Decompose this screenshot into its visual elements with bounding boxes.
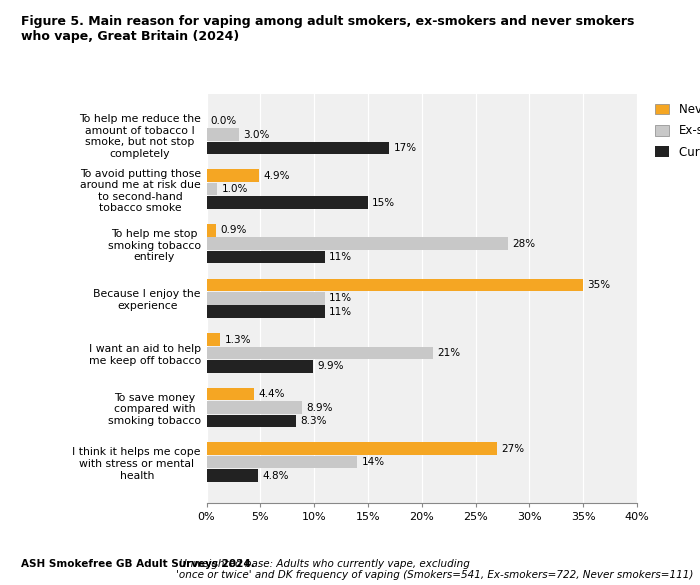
Bar <box>206 170 259 182</box>
Text: 1.0%: 1.0% <box>222 184 248 194</box>
Text: 0.0%: 0.0% <box>211 116 237 126</box>
Text: 11%: 11% <box>329 293 352 304</box>
Text: 4.8%: 4.8% <box>262 470 289 480</box>
Legend: Never smokers, Ex-smokers, Current smokers: Never smokers, Ex-smokers, Current smoke… <box>652 99 700 162</box>
Bar <box>206 183 217 195</box>
Bar <box>206 442 497 455</box>
Text: 4.9%: 4.9% <box>263 171 290 181</box>
Bar <box>206 292 325 305</box>
Text: 4.4%: 4.4% <box>258 389 285 399</box>
Bar <box>206 305 325 318</box>
Text: 27%: 27% <box>501 444 524 454</box>
Bar <box>206 251 325 263</box>
Text: 11%: 11% <box>329 252 352 262</box>
Bar <box>206 333 220 346</box>
Text: ASH Smokefree GB Adult Surveys 2024.: ASH Smokefree GB Adult Surveys 2024. <box>21 559 255 569</box>
Text: 17%: 17% <box>394 143 417 153</box>
Bar <box>206 224 216 237</box>
Text: 9.9%: 9.9% <box>317 362 344 371</box>
Bar <box>206 401 302 414</box>
Text: Unweighted base: Adults who currently vape, excluding
'once or twice' and DK fre: Unweighted base: Adults who currently va… <box>176 559 694 580</box>
Text: 0.9%: 0.9% <box>220 225 247 235</box>
Text: Figure 5. Main reason for vaping among adult smokers, ex-smokers and never smoke: Figure 5. Main reason for vaping among a… <box>21 15 634 43</box>
Bar <box>206 388 254 401</box>
Bar <box>206 142 389 154</box>
Bar <box>206 415 296 427</box>
Bar <box>206 469 258 482</box>
Text: 1.3%: 1.3% <box>225 335 251 345</box>
Text: 28%: 28% <box>512 239 536 249</box>
Bar <box>206 347 433 359</box>
Bar <box>206 278 583 291</box>
Bar <box>206 238 508 250</box>
Bar <box>206 196 368 209</box>
Text: 35%: 35% <box>587 280 610 290</box>
Text: 14%: 14% <box>361 457 384 467</box>
Text: 3.0%: 3.0% <box>243 129 270 140</box>
Bar <box>206 456 357 469</box>
Bar <box>206 128 239 141</box>
Text: 15%: 15% <box>372 198 396 208</box>
Text: 8.3%: 8.3% <box>300 416 327 426</box>
Bar <box>206 360 313 373</box>
Text: 8.9%: 8.9% <box>307 402 333 412</box>
Text: 11%: 11% <box>329 307 352 316</box>
Text: 21%: 21% <box>437 348 460 358</box>
